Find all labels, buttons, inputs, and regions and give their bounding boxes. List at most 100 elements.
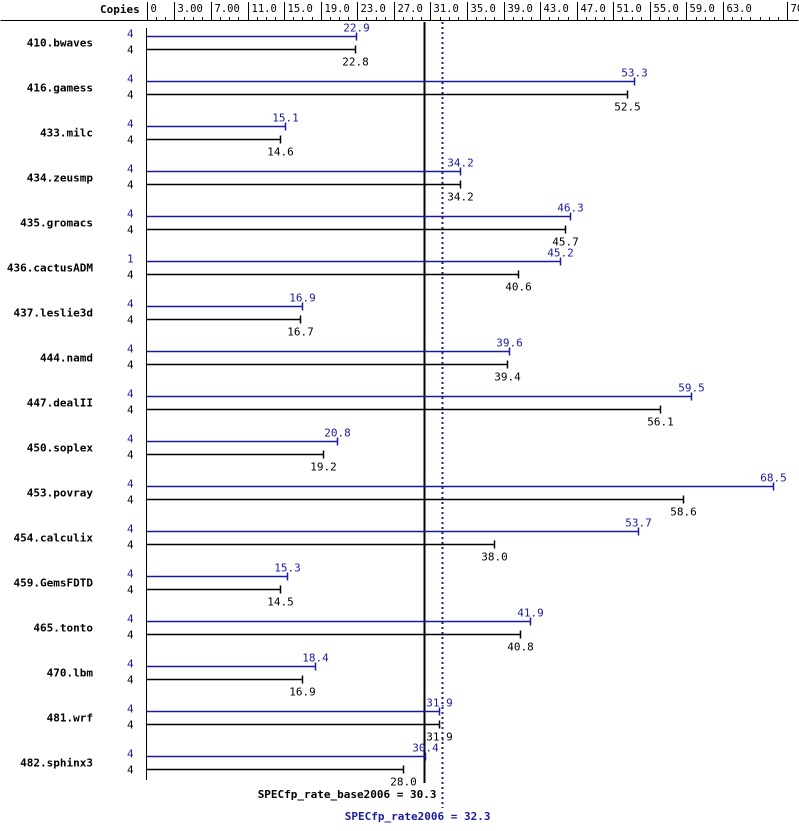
base-value-label: 14.5 xyxy=(267,596,294,609)
benchmark-label: 450.soplex xyxy=(27,442,94,455)
base-value-label: 31.9 xyxy=(426,731,453,744)
peak-value-label: 31.9 xyxy=(426,697,453,710)
base-summary-label: SPECfp_rate_base2006 = 30.3 xyxy=(258,788,437,801)
base-copies-label: 4 xyxy=(127,314,134,327)
base-copies-label: 4 xyxy=(127,629,134,642)
axis-tick-label: 43.0 xyxy=(544,3,569,15)
base-copies-label: 4 xyxy=(127,359,134,372)
base-copies-label: 4 xyxy=(127,764,134,777)
benchmark-label: 459.GemsFDTD xyxy=(14,577,94,590)
peak-copies-label: 4 xyxy=(127,523,134,536)
benchmark-label: 436.cactusADM xyxy=(7,262,93,275)
axis-tick-label: 23.0 xyxy=(361,3,386,15)
axis-tick-label: 35.0 xyxy=(471,3,496,15)
base-value-label: 16.7 xyxy=(287,326,314,339)
benchmark-label: 482.sphinx3 xyxy=(20,757,93,770)
base-copies-label: 4 xyxy=(127,674,134,687)
base-copies-label: 4 xyxy=(127,89,134,102)
peak-summary-label: SPECfp_rate2006 = 32.3 xyxy=(345,810,491,823)
base-value-label: 14.6 xyxy=(267,146,294,159)
axis-tick-label: 0 xyxy=(151,3,157,15)
base-copies-label: 4 xyxy=(127,404,134,417)
peak-copies-label: 4 xyxy=(127,433,134,446)
axis-tick-label: 55.0 xyxy=(654,3,679,15)
peak-copies-label: 4 xyxy=(127,163,134,176)
peak-copies-label: 4 xyxy=(127,118,134,131)
base-copies-label: 4 xyxy=(127,584,134,597)
peak-value-label: 34.2 xyxy=(447,157,474,170)
base-copies-label: 4 xyxy=(127,179,134,192)
axis-tick-label: 7.00 xyxy=(215,3,240,15)
peak-copies-label: 4 xyxy=(127,343,134,356)
copies-header: Copies xyxy=(100,3,140,16)
base-value-label: 40.6 xyxy=(505,281,532,294)
peak-value-label: 30.4 xyxy=(412,742,439,755)
benchmark-label: 470.lbm xyxy=(47,667,94,680)
benchmark-label: 444.namd xyxy=(40,352,93,365)
benchmark-label: 434.zeusmp xyxy=(27,172,94,185)
base-copies-label: 4 xyxy=(127,449,134,462)
peak-value-label: 53.7 xyxy=(625,517,652,530)
peak-copies-label: 4 xyxy=(127,658,134,671)
peak-copies-label: 4 xyxy=(127,568,134,581)
base-copies-label: 4 xyxy=(127,134,134,147)
benchmark-label: 433.milc xyxy=(40,127,93,140)
peak-copies-label: 4 xyxy=(127,298,134,311)
peak-value-label: 46.3 xyxy=(557,202,584,215)
peak-value-label: 41.9 xyxy=(517,607,544,620)
peak-value-label: 15.3 xyxy=(274,562,301,575)
benchmark-label: 453.povray xyxy=(27,487,94,500)
base-value-label: 40.8 xyxy=(507,641,534,654)
peak-copies-label: 4 xyxy=(127,208,134,221)
peak-value-label: 45.2 xyxy=(547,247,574,260)
benchmark-label: 454.calculix xyxy=(14,532,94,545)
peak-value-label: 16.9 xyxy=(289,292,316,305)
axis-tick-label: 11.0 xyxy=(252,3,277,15)
peak-value-label: 22.9 xyxy=(343,22,370,35)
benchmark-label: 437.leslie3d xyxy=(14,307,93,320)
base-value-label: 28.0 xyxy=(390,776,417,789)
benchmark-label: 447.dealII xyxy=(27,397,93,410)
peak-value-label: 15.1 xyxy=(272,112,299,125)
axis-tick-label: 27.0 xyxy=(398,3,423,15)
peak-copies-label: 4 xyxy=(127,748,134,761)
peak-copies-label: 4 xyxy=(127,478,134,491)
axis-tick-label: 39.0 xyxy=(508,3,533,15)
peak-copies-label: 4 xyxy=(127,613,134,626)
axis-tick-label: 19.0 xyxy=(325,3,350,15)
base-value-label: 22.8 xyxy=(342,56,369,69)
axis-tick-label: 15.0 xyxy=(288,3,313,15)
peak-value-label: 68.5 xyxy=(760,472,787,485)
peak-value-label: 18.4 xyxy=(302,652,329,665)
benchmark-label: 416.gamess xyxy=(27,82,93,95)
peak-copies-label: 4 xyxy=(127,73,134,86)
benchmark-label: 435.gromacs xyxy=(20,217,93,230)
axis-tick-label: 31.0 xyxy=(434,3,459,15)
base-copies-label: 4 xyxy=(127,719,134,732)
base-value-label: 19.2 xyxy=(310,461,337,474)
base-value-label: 34.2 xyxy=(447,191,474,204)
peak-copies-label: 4 xyxy=(127,703,134,716)
benchmark-label: 410.bwaves xyxy=(27,37,93,50)
base-copies-label: 4 xyxy=(127,269,134,282)
benchmark-label: 481.wrf xyxy=(47,712,93,725)
base-value-label: 39.4 xyxy=(494,371,521,384)
peak-value-label: 59.5 xyxy=(678,382,705,395)
axis-tick-label: 70.0 xyxy=(791,3,799,15)
base-copies-label: 4 xyxy=(127,494,134,507)
peak-value-label: 20.8 xyxy=(324,427,351,440)
base-value-label: 38.0 xyxy=(481,551,508,564)
axis-tick-label: 3.00 xyxy=(178,3,203,15)
benchmark-label: 465.tonto xyxy=(33,622,93,635)
peak-copies-label: 4 xyxy=(127,388,134,401)
base-value-label: 52.5 xyxy=(614,101,641,114)
base-copies-label: 4 xyxy=(127,539,134,552)
axis-tick-label: 63.0 xyxy=(727,3,752,15)
base-value-label: 45.7 xyxy=(552,236,579,249)
peak-value-label: 53.3 xyxy=(621,67,648,80)
axis-tick-label: 59.0 xyxy=(690,3,715,15)
base-value-label: 56.1 xyxy=(647,416,674,429)
base-copies-label: 4 xyxy=(127,224,134,237)
